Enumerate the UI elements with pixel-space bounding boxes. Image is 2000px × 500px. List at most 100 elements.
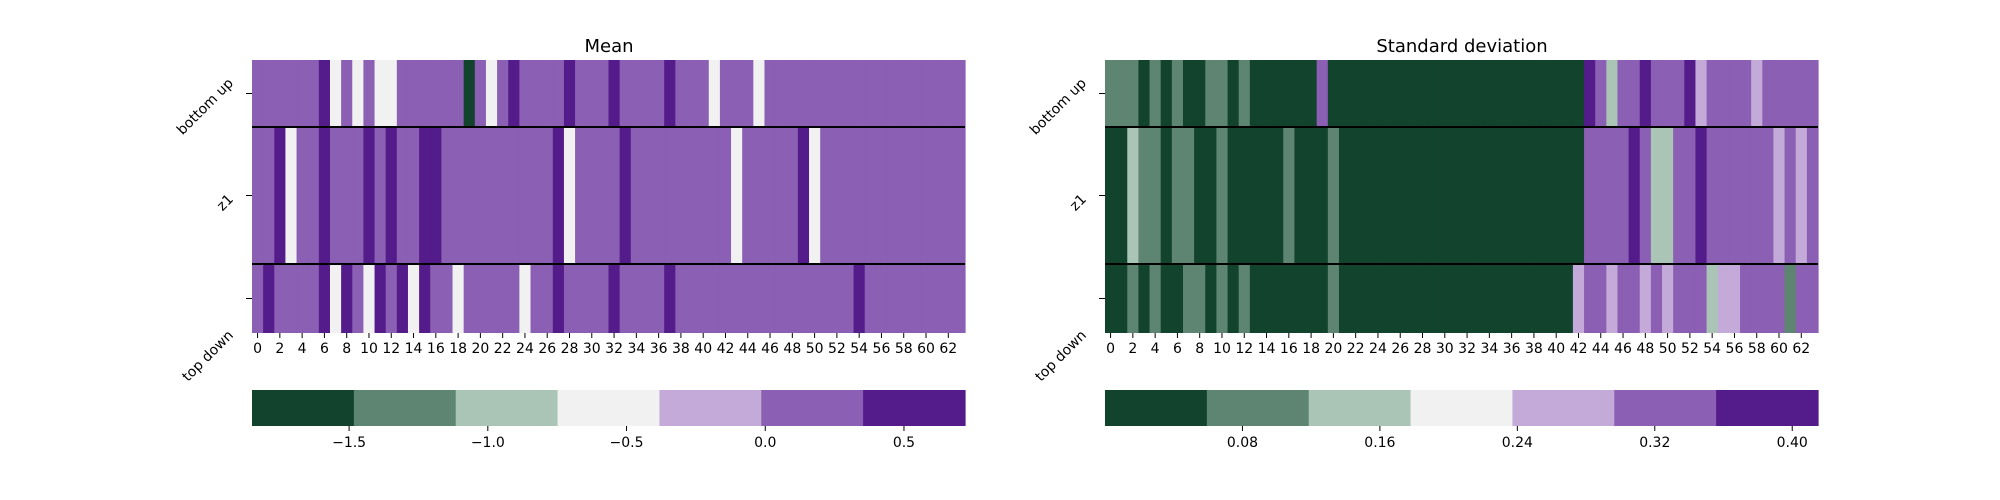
mean-cell-top-down-35: [641, 264, 654, 333]
mean-cell-bottom-up-46: [764, 60, 777, 127]
mean-cell-bottom-up-62: [942, 60, 955, 127]
mean-colorbar-tick-label: −1.0: [471, 435, 505, 451]
mean-cell-z1-29: [575, 127, 587, 264]
std-cell-top-down-58: [1751, 264, 1763, 333]
mean-cell-bottom-up-10: [363, 60, 376, 127]
std-cell-top-down-0: [1105, 264, 1117, 333]
mean-cell-z1-13: [396, 127, 409, 264]
mean-cell-bottom-up-48: [786, 60, 799, 127]
std-cell-top-down-54: [1706, 264, 1719, 333]
mean-cell-bottom-up-27: [552, 60, 565, 127]
std-cell-top-down-37: [1517, 264, 1529, 333]
std-cell-bottom-up-43: [1584, 60, 1596, 127]
mean-cell-bottom-up-35: [641, 60, 654, 127]
mean-cell-top-down-27: [552, 264, 565, 333]
mean-cell-bottom-up-1: [263, 60, 275, 127]
std-cell-z1-44: [1595, 127, 1607, 264]
mean-cell-top-down-16: [430, 264, 442, 333]
mean-cell-top-down-44: [742, 264, 754, 333]
std-cell-top-down-27: [1405, 264, 1418, 333]
std-colorbar-tick-label: 0.32: [1639, 435, 1670, 451]
std-cell-top-down-1: [1116, 264, 1128, 333]
std-cell-top-down-29: [1428, 264, 1440, 333]
std-cell-bottom-up-51: [1673, 60, 1685, 127]
mean-x-tick-label-30: 30: [583, 341, 601, 357]
mean-cell-bottom-up-33: [619, 60, 632, 127]
mean-cell-z1-3: [285, 127, 298, 264]
mean-cell-top-down-37: [664, 264, 676, 333]
mean-cell-top-down-63: [953, 264, 966, 333]
mean-x-tick-label-4: 4: [298, 341, 307, 357]
mean-cell-z1-53: [842, 127, 855, 264]
std-cell-bottom-up-63: [1806, 60, 1819, 127]
mean-cell-top-down-60: [920, 264, 933, 333]
mean-cell-bottom-up-22: [497, 60, 509, 127]
std-cell-bottom-up-12: [1238, 60, 1251, 127]
std-cell-top-down-45: [1606, 264, 1619, 333]
std-cell-bottom-up-22: [1350, 60, 1362, 127]
mean-cell-bottom-up-17: [441, 60, 454, 127]
std-cell-top-down-6: [1171, 264, 1184, 333]
std-cell-top-down-56: [1728, 264, 1741, 333]
std-cell-top-down-10: [1216, 264, 1229, 333]
std-row-label-z1: z1: [1067, 192, 1090, 215]
std-cell-z1-14: [1260, 127, 1273, 264]
std-cell-bottom-up-38: [1528, 60, 1541, 127]
mean-colorbar-segment: [353, 390, 457, 426]
mean-cell-bottom-up-30: [586, 60, 598, 127]
std-cell-z1-19: [1316, 127, 1329, 264]
mean-cell-top-down-58: [898, 264, 910, 333]
std-cell-top-down-39: [1539, 264, 1552, 333]
std-cell-top-down-38: [1528, 264, 1541, 333]
std-x-tick-label-8: 8: [1195, 341, 1204, 357]
mean-cell-z1-12: [385, 127, 398, 264]
std-x-tick-label-4: 4: [1151, 341, 1160, 357]
std-x-tick-label-0: 0: [1106, 341, 1115, 357]
mean-cell-bottom-up-29: [575, 60, 587, 127]
mean-cell-z1-38: [675, 127, 688, 264]
mean-colorbar-tick-label: −0.5: [610, 435, 644, 451]
std-cell-bottom-up-45: [1606, 60, 1619, 127]
mean-cell-top-down-9: [352, 264, 365, 333]
mean-cell-bottom-up-38: [675, 60, 688, 127]
mean-x-tick-label-8: 8: [342, 341, 351, 357]
mean-cell-bottom-up-32: [608, 60, 621, 127]
std-cell-bottom-up-48: [1639, 60, 1652, 127]
std-cell-bottom-up-7: [1182, 60, 1195, 127]
mean-cell-top-down-40: [697, 264, 710, 333]
mean-cell-top-down-20: [474, 264, 487, 333]
mean-x-tick-label-12: 12: [382, 341, 400, 357]
mean-cell-top-down-32: [608, 264, 621, 333]
std-cell-z1-45: [1606, 127, 1619, 264]
std-cell-bottom-up-49: [1650, 60, 1663, 127]
std-cell-z1-39: [1539, 127, 1552, 264]
std-cell-top-down-15: [1272, 264, 1284, 333]
mean-cell-top-down-6: [318, 264, 331, 333]
std-cell-top-down-19: [1316, 264, 1329, 333]
mean-cell-bottom-up-12: [385, 60, 398, 127]
mean-x-tick-label-50: 50: [806, 341, 824, 357]
mean-cell-bottom-up-31: [597, 60, 610, 127]
std-cell-z1-0: [1105, 127, 1117, 264]
mean-cell-top-down-12: [385, 264, 398, 333]
mean-cell-bottom-up-45: [753, 60, 766, 127]
std-cell-bottom-up-25: [1383, 60, 1396, 127]
mean-cell-bottom-up-60: [920, 60, 933, 127]
mean-cell-bottom-up-2: [274, 60, 287, 127]
mean-cell-top-down-53: [842, 264, 855, 333]
std-cell-top-down-43: [1584, 264, 1596, 333]
mean-cell-top-down-43: [731, 264, 743, 333]
std-cell-bottom-up-36: [1506, 60, 1518, 127]
mean-cell-bottom-up-52: [831, 60, 844, 127]
std-cell-z1-22: [1350, 127, 1362, 264]
std-cell-bottom-up-30: [1439, 60, 1451, 127]
std-colorbar-segment: [1105, 390, 1208, 426]
std-cell-top-down-62: [1795, 264, 1808, 333]
mean-cell-top-down-2: [274, 264, 287, 333]
mean-x-tick-label-24: 24: [516, 341, 534, 357]
mean-cell-z1-60: [920, 127, 933, 264]
std-cell-z1-13: [1249, 127, 1262, 264]
std-cell-top-down-32: [1461, 264, 1474, 333]
std-cell-bottom-up-18: [1305, 60, 1318, 127]
std-cell-top-down-4: [1149, 264, 1162, 333]
